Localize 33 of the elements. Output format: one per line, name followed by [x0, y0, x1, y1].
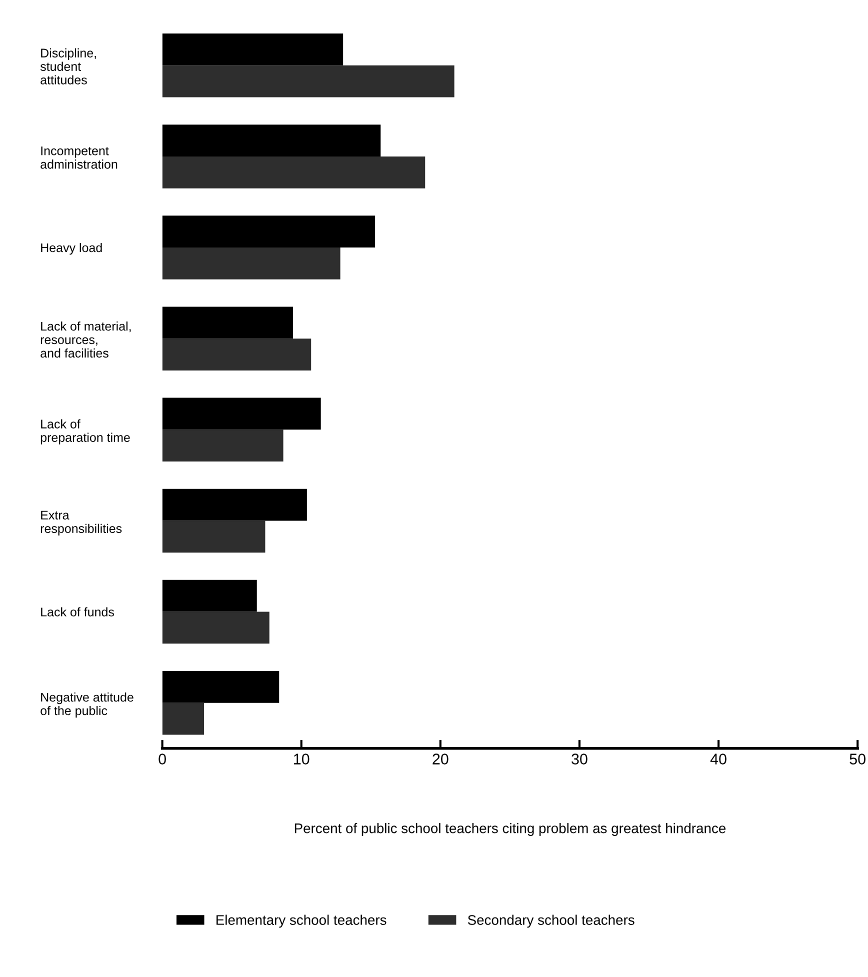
- bar: [162, 670, 280, 703]
- bar: [162, 430, 284, 462]
- x-axis-title: Percent of public school teachers citing problem as greatest hindrance: [294, 823, 726, 836]
- x-tick-label: 50: [850, 754, 866, 764]
- x-tick-label: 30: [572, 754, 588, 764]
- bar: [162, 488, 307, 521]
- bar: [162, 65, 454, 98]
- y-tick-label: Lack of material, resources, and facilities: [40, 321, 131, 358]
- y-tick-label: Lack of funds: [41, 607, 114, 616]
- x-tick-label: 40: [710, 754, 726, 764]
- bar: [162, 306, 294, 339]
- bar: [162, 398, 321, 430]
- x-tick-label: 10: [294, 754, 310, 764]
- x-tick-label: 0: [158, 754, 166, 764]
- bar: [162, 34, 344, 66]
- bar: [162, 216, 376, 248]
- bar: [162, 702, 204, 735]
- bar: [162, 156, 426, 188]
- bar: [162, 124, 381, 156]
- y-tick-label: Discipline, student attitudes: [40, 48, 96, 84]
- x-tick-label: 20: [432, 754, 448, 764]
- legend-label: Elementary school teachers: [216, 914, 386, 928]
- y-tick-label: Heavy load: [41, 242, 102, 255]
- bar: [162, 580, 257, 612]
- bar: [162, 338, 312, 370]
- bar: [162, 520, 266, 553]
- legend-label: Secondary school teachers: [468, 914, 634, 928]
- y-tick-label: Negative attitude of the public: [40, 692, 134, 718]
- y-tick-label: Incompetent administration: [40, 146, 118, 169]
- y-tick-label: Extra responsibilities: [40, 510, 122, 536]
- y-tick-label: Lack of preparation time: [40, 419, 130, 444]
- bar: [162, 612, 270, 644]
- bar: [162, 248, 340, 280]
